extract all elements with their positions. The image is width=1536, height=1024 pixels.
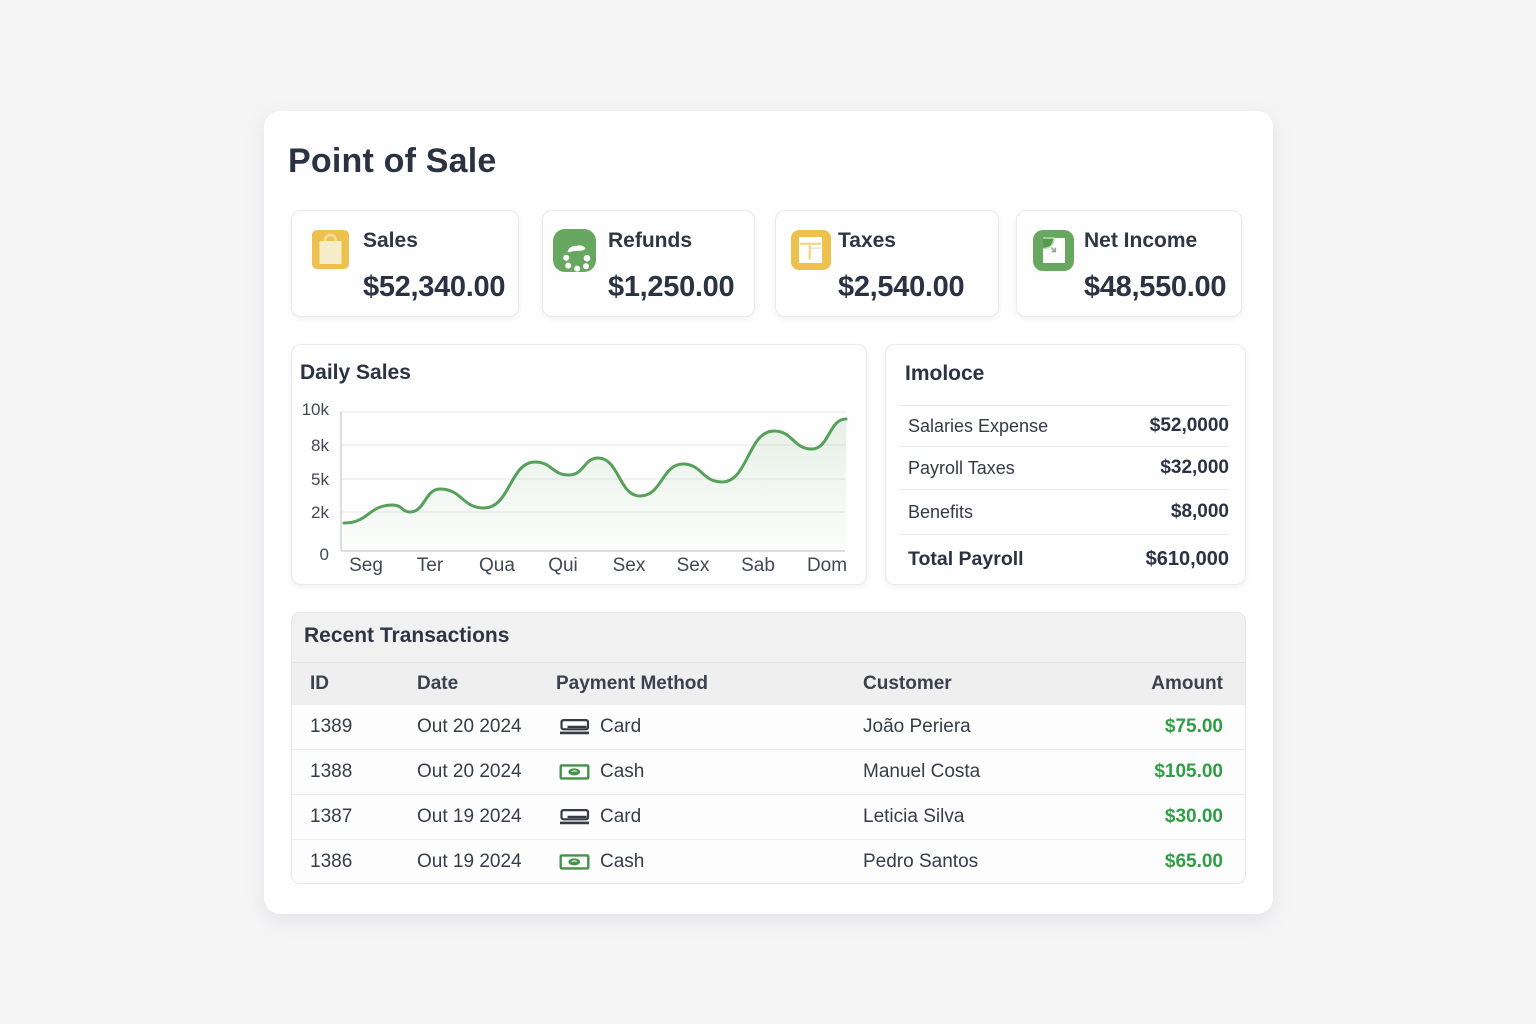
svg-text:Sab: Sab <box>741 555 775 576</box>
svg-text:Qui: Qui <box>548 555 578 576</box>
svg-text:Seg: Seg <box>349 555 383 576</box>
svg-text:2k: 2k <box>311 503 329 522</box>
svg-text:5k: 5k <box>311 470 329 489</box>
svg-text:Qua: Qua <box>479 555 515 576</box>
svg-text:8k: 8k <box>311 436 329 455</box>
svg-text:Ter: Ter <box>417 555 444 576</box>
svg-text:0: 0 <box>320 545 329 564</box>
svg-text:Dom: Dom <box>807 555 847 576</box>
svg-text:10k: 10k <box>302 400 330 419</box>
svg-text:Sex: Sex <box>677 555 710 576</box>
svg-text:Sex: Sex <box>613 555 646 576</box>
